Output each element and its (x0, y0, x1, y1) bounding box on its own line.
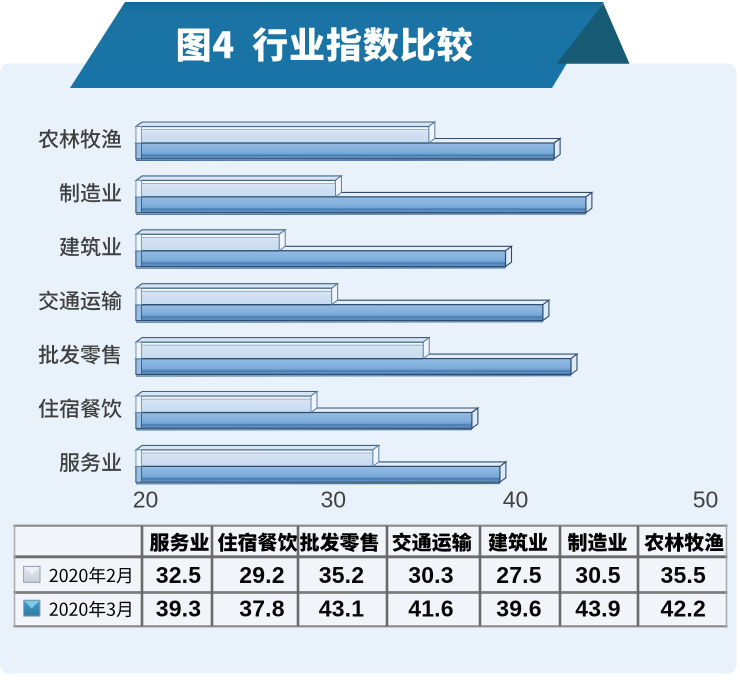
svg-text:35.5: 35.5 (660, 562, 706, 588)
svg-text:30.3: 30.3 (408, 562, 454, 588)
svg-text:50: 50 (693, 487, 719, 513)
svg-text:35.2: 35.2 (319, 562, 365, 588)
svg-text:32.5: 32.5 (156, 562, 202, 588)
svg-text:30.5: 30.5 (575, 562, 621, 588)
svg-text:41.6: 41.6 (408, 596, 454, 622)
svg-text:27.5: 27.5 (496, 562, 542, 588)
svg-text:40: 40 (503, 487, 529, 513)
svg-text:30: 30 (321, 487, 347, 513)
svg-text:39.3: 39.3 (156, 596, 202, 622)
svg-text:20: 20 (133, 487, 159, 513)
svg-text:37.8: 37.8 (239, 596, 285, 622)
svg-text:29.2: 29.2 (239, 562, 285, 588)
svg-text:39.6: 39.6 (496, 596, 542, 622)
svg-text:43.9: 43.9 (575, 596, 621, 622)
svg-text:42.2: 42.2 (660, 596, 706, 622)
svg-text:43.1: 43.1 (319, 596, 365, 622)
